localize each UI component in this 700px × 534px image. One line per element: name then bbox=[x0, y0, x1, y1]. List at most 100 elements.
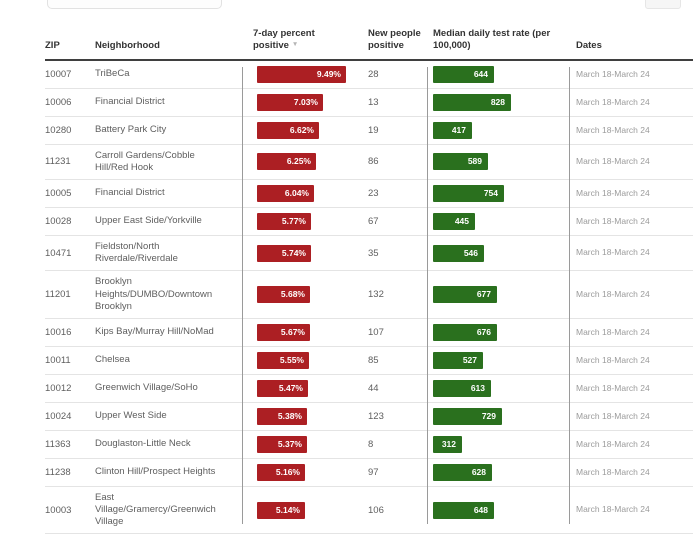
percent-positive-cell: 5.77% bbox=[242, 213, 355, 231]
zip-cell: 10007 bbox=[45, 68, 72, 80]
test-rate-bar: 312 bbox=[433, 435, 462, 453]
zip-cell: 10016 bbox=[45, 326, 72, 338]
top-right-button[interactable] bbox=[645, 0, 681, 9]
new-positive-cell: 67 bbox=[368, 216, 379, 228]
zip-cell: 11238 bbox=[45, 466, 71, 478]
dates-cell-wrap: March 18-March 24 bbox=[569, 504, 693, 515]
percent-positive-bar: 5.37% bbox=[257, 435, 307, 453]
table-row: 10003 East Village/Gramercy/Greenwich Vi… bbox=[45, 487, 693, 534]
percent-positive-cell: 7.03% bbox=[242, 93, 355, 111]
dates-cell-wrap: March 18-March 24 bbox=[569, 383, 693, 394]
test-rate-bar: 546 bbox=[433, 244, 484, 262]
neighborhood-cell: Upper East Side/Yorkville bbox=[95, 215, 202, 227]
new-positive-cell: 28 bbox=[368, 68, 379, 80]
percent-positive-bar: 5.16% bbox=[257, 463, 305, 481]
zip-cell: 11201 bbox=[45, 289, 71, 301]
test-rate-cell: 828 bbox=[427, 93, 569, 111]
column-divider bbox=[242, 67, 243, 524]
neighborhood-cell: Carroll Gardens/Cobble Hill/Red Hook bbox=[95, 149, 195, 173]
zip-cell: 10005 bbox=[45, 188, 72, 200]
percent-positive-cell: 5.37% bbox=[242, 435, 355, 453]
percent-positive-cell: 5.68% bbox=[242, 286, 355, 304]
new-positive-cell: 23 bbox=[368, 188, 379, 200]
percent-positive-cell: 6.62% bbox=[242, 121, 355, 139]
test-rate-bar: 527 bbox=[433, 351, 483, 369]
test-rate-cell: 644 bbox=[427, 65, 569, 83]
table-row: 10016 Kips Bay/Murray Hill/NoMad 5.67% 1… bbox=[45, 319, 693, 347]
percent-positive-bar: 5.47% bbox=[257, 379, 308, 397]
new-positive-cell: 107 bbox=[368, 326, 384, 338]
test-rate-cell: 729 bbox=[427, 407, 569, 425]
table-row: 10005 Financial District 6.04% 23 754 Ma… bbox=[45, 180, 693, 209]
test-rate-cell: 613 bbox=[427, 379, 569, 397]
neighborhood-cell: East Village/Gramercy/Greenwich Village bbox=[95, 491, 216, 528]
new-positive-cell: 106 bbox=[368, 504, 384, 516]
column-header-test-rate[interactable]: Median daily test rate (per 100,000) bbox=[433, 28, 551, 51]
test-rate-bar: 644 bbox=[433, 65, 494, 83]
dates-cell-wrap: March 18-March 24 bbox=[569, 156, 693, 167]
dates-cell: March 18-March 24 bbox=[576, 466, 650, 477]
column-header-neighborhood[interactable]: Neighborhood bbox=[95, 39, 160, 51]
test-rate-cell: 546 bbox=[427, 244, 569, 262]
percent-positive-cell: 5.55% bbox=[242, 351, 355, 369]
percent-positive-cell: 6.04% bbox=[242, 185, 355, 203]
sort-descending-icon[interactable]: ▼ bbox=[291, 40, 299, 48]
dates-cell-wrap: March 18-March 24 bbox=[569, 97, 693, 108]
zip-cell: 10006 bbox=[45, 96, 72, 108]
table-body: 10007 TriBeCa 9.49% 28 644 March 18-Marc… bbox=[45, 61, 693, 534]
dates-cell: March 18-March 24 bbox=[576, 68, 650, 79]
dates-cell-wrap: March 18-March 24 bbox=[569, 439, 693, 450]
neighborhood-cell: Financial District bbox=[95, 96, 165, 108]
dates-cell-wrap: March 18-March 24 bbox=[569, 411, 693, 422]
dates-cell: March 18-March 24 bbox=[576, 438, 650, 449]
zip-cell: 10280 bbox=[45, 124, 72, 136]
table-row: 10024 Upper West Side 5.38% 123 729 Marc… bbox=[45, 403, 693, 431]
dates-cell: March 18-March 24 bbox=[576, 354, 650, 365]
column-header-percent-positive-label: 7-day percent positive bbox=[253, 28, 315, 51]
dates-cell-wrap: March 18-March 24 bbox=[569, 289, 693, 300]
percent-positive-bar: 6.62% bbox=[257, 121, 319, 139]
search-input[interactable] bbox=[47, 0, 222, 9]
dates-cell: March 18-March 24 bbox=[576, 247, 650, 258]
zip-cell: 10024 bbox=[45, 410, 72, 422]
test-rate-cell: 417 bbox=[427, 121, 569, 139]
percent-positive-bar: 5.14% bbox=[257, 501, 305, 519]
dates-cell: March 18-March 24 bbox=[576, 215, 650, 226]
percent-positive-bar: 5.74% bbox=[257, 244, 311, 262]
test-rate-bar: 445 bbox=[433, 213, 475, 231]
test-rate-cell: 589 bbox=[427, 153, 569, 171]
table-row: 10028 Upper East Side/Yorkville 5.77% 67… bbox=[45, 208, 693, 237]
test-rate-bar: 828 bbox=[433, 93, 511, 111]
neighborhood-cell: Kips Bay/Murray Hill/NoMad bbox=[95, 326, 214, 338]
column-divider bbox=[427, 67, 428, 524]
neighborhood-cell: Brooklyn Heights/DUMBO/Downtown Brooklyn bbox=[95, 276, 213, 312]
test-rate-bar: 729 bbox=[433, 407, 502, 425]
test-rate-bar: 677 bbox=[433, 286, 497, 304]
dates-cell: March 18-March 24 bbox=[576, 156, 650, 167]
column-header-new-positive[interactable]: New people positive bbox=[368, 28, 421, 51]
test-rate-cell: 648 bbox=[427, 501, 569, 519]
dates-cell: March 18-March 24 bbox=[576, 187, 650, 198]
percent-positive-bar: 9.49% bbox=[257, 65, 346, 83]
percent-positive-bar: 6.04% bbox=[257, 185, 314, 203]
percent-positive-cell: 5.74% bbox=[242, 244, 355, 262]
new-positive-cell: 13 bbox=[368, 96, 379, 108]
new-positive-cell: 85 bbox=[368, 354, 379, 366]
dates-cell-wrap: March 18-March 24 bbox=[569, 125, 693, 136]
percent-positive-cell: 5.16% bbox=[242, 463, 355, 481]
test-rate-cell: 677 bbox=[427, 286, 569, 304]
percent-positive-cell: 5.67% bbox=[242, 323, 355, 341]
percent-positive-bar: 5.38% bbox=[257, 407, 307, 425]
neighborhood-cell: Chelsea bbox=[95, 354, 130, 366]
column-header-percent-positive[interactable]: 7-day percent positive ▼ bbox=[242, 28, 355, 52]
test-rate-bar: 628 bbox=[433, 463, 492, 481]
table-row: 10006 Financial District 7.03% 13 828 Ma… bbox=[45, 89, 693, 117]
percent-positive-bar: 5.67% bbox=[257, 323, 310, 341]
column-header-zip[interactable]: ZIP bbox=[45, 39, 60, 51]
table-row: 11201 Brooklyn Heights/DUMBO/Downtown Br… bbox=[45, 271, 693, 319]
table-row: 10280 Battery Park City 6.62% 19 417 Mar… bbox=[45, 117, 693, 145]
covid-zip-table: ZIP Neighborhood 7-day percent positive ▼… bbox=[45, 28, 693, 534]
dates-cell-wrap: March 18-March 24 bbox=[569, 216, 693, 227]
dates-cell-wrap: March 18-March 24 bbox=[569, 188, 693, 199]
column-header-dates[interactable]: Dates bbox=[576, 39, 602, 51]
